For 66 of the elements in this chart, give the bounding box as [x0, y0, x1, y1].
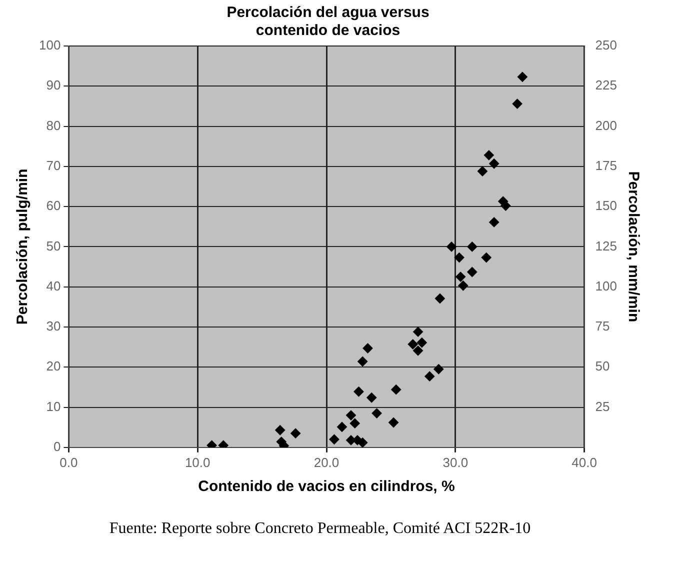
point: [467, 266, 478, 277]
point: [350, 418, 360, 428]
y-tick-label: 90: [46, 78, 61, 93]
y2-tick-label: 125: [595, 238, 618, 254]
point: [416, 338, 427, 348]
point: [424, 371, 435, 382]
y-tick-label: 50: [46, 238, 61, 254]
point: [413, 346, 424, 356]
point: [481, 252, 492, 263]
point: [413, 326, 424, 337]
point: [489, 158, 500, 169]
x-tick-label: 30.0: [442, 454, 468, 470]
x-axis-title: Contenido de vacios en cilindros, %: [198, 478, 455, 496]
y2-tick-label: 250: [595, 38, 618, 53]
y-axis-title: Percolación, pulg/min: [14, 168, 32, 325]
y2-tick-label: 25: [595, 398, 610, 414]
x-tick-label: 40.0: [572, 454, 597, 470]
point: [489, 217, 500, 228]
point: [517, 72, 528, 82]
point: [500, 200, 511, 211]
y2-tick-label: 225: [595, 78, 618, 93]
point: [358, 438, 368, 448]
y-tick-label: 0: [53, 438, 61, 454]
y2-tick-label: 200: [595, 118, 618, 133]
point: [354, 386, 364, 397]
y2-tick-label: 50: [595, 358, 610, 374]
point: [391, 384, 402, 395]
point: [512, 98, 522, 109]
source-note: Fuente: Reporte sobre Concreto Permeable, Comité ACI 522R-10: [108, 520, 532, 538]
y-tick-label: 40: [46, 278, 61, 294]
y-tick-label: 10: [46, 398, 61, 414]
y-tick-label: 30: [46, 318, 61, 334]
y-tick-label: 70: [46, 158, 61, 173]
point: [434, 364, 444, 374]
point: [372, 408, 382, 418]
point: [346, 410, 356, 420]
point: [358, 356, 368, 366]
y2-axis-title: Percolación, mm/min: [624, 171, 642, 322]
point: [434, 293, 445, 304]
y2-tick-label: 150: [595, 198, 618, 214]
point: [454, 252, 464, 263]
y-tick-label: 80: [46, 118, 61, 133]
point: [366, 392, 377, 403]
y-tick-label: 20: [46, 358, 61, 374]
x-tick-label: 0.0: [60, 454, 78, 470]
chart-title: Percolación del agua versus contenido de vacios: [226, 4, 430, 40]
y2-tick-label: 175: [595, 158, 618, 173]
point: [477, 166, 488, 176]
y-tick-label: 100: [38, 38, 61, 53]
point: [388, 418, 399, 428]
point: [408, 339, 418, 350]
point: [446, 242, 457, 252]
y-tick-label: 60: [46, 198, 61, 214]
point: [467, 242, 478, 252]
point: [336, 422, 347, 432]
y2-tick-label: 100: [595, 278, 618, 294]
point: [275, 425, 286, 436]
point: [456, 272, 466, 282]
point: [290, 428, 301, 438]
y2-tick-label: 75: [595, 318, 610, 334]
x-tick-label: 10.0: [184, 454, 210, 470]
point: [329, 434, 340, 444]
x-tick-label: 20.0: [314, 454, 340, 470]
point: [362, 343, 373, 354]
point: [484, 150, 494, 160]
point: [458, 280, 468, 291]
